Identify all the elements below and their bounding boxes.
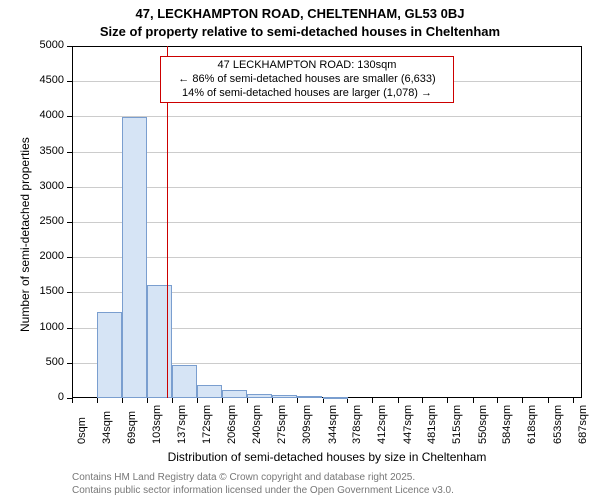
xtick-label: 584sqm [501, 405, 513, 444]
xtick-mark [247, 398, 248, 403]
credits-text: Contains HM Land Registry data © Crown c… [72, 472, 454, 497]
xtick-mark [447, 398, 448, 403]
xtick-label: 550sqm [477, 405, 489, 444]
ytick-mark [67, 257, 72, 258]
chart-title-line1: 47, LECKHAMPTON ROAD, CHELTENHAM, GL53 0… [0, 6, 600, 21]
ytick-label: 3500 [0, 145, 64, 157]
xtick-label: 653sqm [552, 405, 564, 444]
xtick-mark [398, 398, 399, 403]
xtick-label: 103sqm [151, 405, 163, 444]
ytick-mark [67, 292, 72, 293]
xtick-label: 240sqm [251, 405, 263, 444]
gridline [73, 257, 581, 258]
xtick-mark [297, 398, 298, 403]
xtick-mark [573, 398, 574, 403]
histogram-bar [97, 312, 122, 398]
histogram-bar [272, 395, 297, 398]
ytick-mark [67, 46, 72, 47]
xtick-mark [522, 398, 523, 403]
gridline [73, 116, 581, 117]
ytick-label: 1500 [0, 285, 64, 297]
xtick-label: 515sqm [451, 405, 463, 444]
xtick-label: 275sqm [276, 405, 288, 444]
annotation-line1: 47 LECKHAMPTON ROAD: 130sqm [167, 59, 447, 73]
y-axis-label: Number of semi-detached properties [18, 137, 32, 332]
xtick-mark [372, 398, 373, 403]
ytick-mark [67, 363, 72, 364]
xtick-label: 69sqm [126, 411, 138, 444]
gridline [73, 187, 581, 188]
chart-title-line2: Size of property relative to semi-detach… [0, 24, 600, 39]
ytick-mark [67, 116, 72, 117]
ytick-mark [67, 152, 72, 153]
xtick-label: 172sqm [201, 405, 213, 444]
ytick-label: 2500 [0, 215, 64, 227]
histogram-bar [122, 117, 147, 398]
ytick-label: 3000 [0, 180, 64, 192]
gridline [73, 222, 581, 223]
histogram-bar [197, 385, 222, 398]
xtick-label: 412sqm [376, 405, 388, 444]
xtick-mark [497, 398, 498, 403]
ytick-mark [67, 328, 72, 329]
xtick-label: 309sqm [301, 405, 313, 444]
annotation-box: 47 LECKHAMPTON ROAD: 130sqm ← 86% of sem… [160, 56, 454, 103]
xtick-label: 206sqm [226, 405, 238, 444]
ytick-label: 1000 [0, 321, 64, 333]
histogram-bar [297, 396, 322, 398]
ytick-mark [67, 187, 72, 188]
xtick-mark [147, 398, 148, 403]
xtick-mark [172, 398, 173, 403]
annotation-line2: ← 86% of semi-detached houses are smalle… [167, 73, 447, 87]
ytick-mark [67, 81, 72, 82]
histogram-bar [172, 365, 197, 398]
histogram-bar [147, 285, 172, 398]
xtick-mark [272, 398, 273, 403]
x-axis-label: Distribution of semi-detached houses by … [72, 450, 582, 464]
ytick-label: 2000 [0, 250, 64, 262]
xtick-mark [72, 398, 73, 403]
histogram-bar [222, 390, 247, 398]
xtick-label: 0sqm [76, 417, 88, 444]
ytick-label: 4000 [0, 109, 64, 121]
xtick-label: 378sqm [351, 405, 363, 444]
xtick-mark [548, 398, 549, 403]
xtick-label: 344sqm [327, 405, 339, 444]
gridline [73, 152, 581, 153]
xtick-mark [222, 398, 223, 403]
xtick-label: 137sqm [176, 405, 188, 444]
ytick-label: 0 [0, 391, 64, 403]
xtick-mark [97, 398, 98, 403]
xtick-label: 481sqm [426, 405, 438, 444]
ytick-label: 4500 [0, 74, 64, 86]
ytick-mark [67, 222, 72, 223]
annotation-line3: 14% of semi-detached houses are larger (… [167, 87, 447, 101]
histogram-bar [247, 394, 272, 398]
ytick-label: 5000 [0, 39, 64, 51]
ytick-label: 500 [0, 356, 64, 368]
histogram-bar [323, 397, 348, 399]
xtick-mark [122, 398, 123, 403]
xtick-mark [473, 398, 474, 403]
chart-container: 47, LECKHAMPTON ROAD, CHELTENHAM, GL53 0… [0, 0, 600, 500]
xtick-label: 618sqm [526, 405, 538, 444]
xtick-label: 34sqm [101, 411, 113, 444]
xtick-mark [197, 398, 198, 403]
xtick-label: 687sqm [577, 405, 589, 444]
xtick-mark [422, 398, 423, 403]
credits-line2: Contains public sector information licen… [72, 485, 454, 498]
xtick-label: 447sqm [402, 405, 414, 444]
credits-line1: Contains HM Land Registry data © Crown c… [72, 472, 454, 485]
